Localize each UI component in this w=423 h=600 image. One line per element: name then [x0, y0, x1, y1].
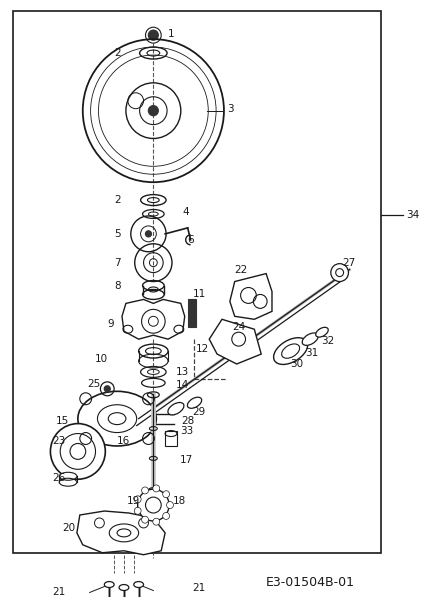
Text: 7: 7 — [114, 257, 121, 268]
Circle shape — [104, 386, 110, 392]
Text: 10: 10 — [94, 354, 108, 364]
Bar — [13, 11, 381, 553]
Ellipse shape — [78, 391, 156, 446]
Circle shape — [137, 489, 169, 521]
Text: 13: 13 — [176, 367, 189, 377]
Bar — [188, 299, 197, 327]
Text: 23: 23 — [52, 436, 66, 446]
Ellipse shape — [187, 397, 202, 408]
Text: 8: 8 — [114, 281, 121, 290]
Text: 25: 25 — [88, 379, 101, 389]
Text: 12: 12 — [195, 344, 209, 354]
Circle shape — [134, 508, 141, 514]
Text: 15: 15 — [55, 416, 69, 425]
Circle shape — [148, 106, 158, 116]
Text: 34: 34 — [407, 210, 420, 220]
Text: 28: 28 — [181, 416, 194, 425]
Circle shape — [146, 231, 151, 237]
Text: 16: 16 — [117, 436, 130, 446]
Ellipse shape — [134, 581, 143, 587]
Circle shape — [331, 263, 349, 281]
Text: 32: 32 — [321, 336, 334, 346]
Text: 4: 4 — [183, 207, 190, 217]
Polygon shape — [122, 299, 185, 339]
Text: 1: 1 — [168, 29, 175, 39]
Text: 21: 21 — [192, 583, 206, 593]
Circle shape — [163, 491, 170, 497]
Text: 29: 29 — [192, 407, 206, 416]
Circle shape — [50, 424, 105, 479]
Ellipse shape — [104, 581, 114, 587]
Circle shape — [142, 487, 148, 494]
Text: 2: 2 — [114, 48, 121, 58]
Text: 21: 21 — [52, 587, 66, 598]
Text: 17: 17 — [180, 455, 193, 466]
Polygon shape — [230, 274, 272, 319]
Circle shape — [163, 512, 170, 520]
Ellipse shape — [59, 472, 77, 480]
Text: E3-01504B-01: E3-01504B-01 — [266, 576, 355, 589]
Polygon shape — [209, 319, 261, 364]
Circle shape — [148, 30, 158, 40]
Bar — [165, 431, 177, 446]
Ellipse shape — [302, 333, 318, 346]
Text: 5: 5 — [114, 229, 121, 239]
Text: 2: 2 — [114, 195, 121, 205]
Text: 3: 3 — [227, 104, 233, 113]
Text: 18: 18 — [173, 496, 186, 506]
Ellipse shape — [316, 328, 328, 337]
Text: 6: 6 — [188, 235, 194, 245]
Text: 20: 20 — [62, 523, 75, 533]
Circle shape — [153, 485, 159, 492]
Text: 11: 11 — [192, 289, 206, 299]
Ellipse shape — [274, 338, 308, 364]
Text: 33: 33 — [180, 425, 193, 436]
Text: 9: 9 — [107, 319, 114, 329]
Ellipse shape — [119, 584, 129, 590]
Ellipse shape — [168, 403, 184, 415]
Text: 24: 24 — [232, 322, 245, 332]
Polygon shape — [77, 511, 165, 555]
Text: 19: 19 — [127, 496, 140, 506]
Circle shape — [153, 518, 159, 525]
Text: 27: 27 — [343, 257, 356, 268]
Circle shape — [142, 516, 148, 523]
Text: 31: 31 — [305, 348, 319, 358]
Circle shape — [167, 502, 173, 509]
Text: 22: 22 — [235, 265, 248, 275]
Text: 30: 30 — [291, 359, 304, 369]
Text: 26: 26 — [52, 473, 66, 483]
Circle shape — [134, 496, 141, 503]
Text: 14: 14 — [176, 380, 189, 390]
